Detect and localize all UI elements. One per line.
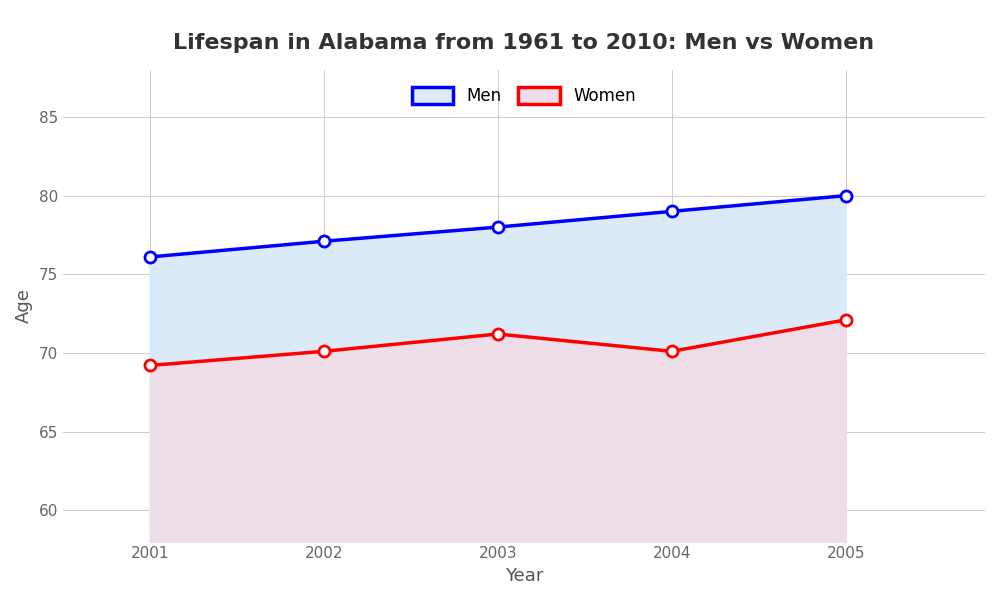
Legend: Men, Women: Men, Women: [403, 78, 644, 113]
X-axis label: Year: Year: [505, 567, 543, 585]
Title: Lifespan in Alabama from 1961 to 2010: Men vs Women: Lifespan in Alabama from 1961 to 2010: M…: [173, 33, 874, 53]
Y-axis label: Age: Age: [15, 288, 33, 323]
